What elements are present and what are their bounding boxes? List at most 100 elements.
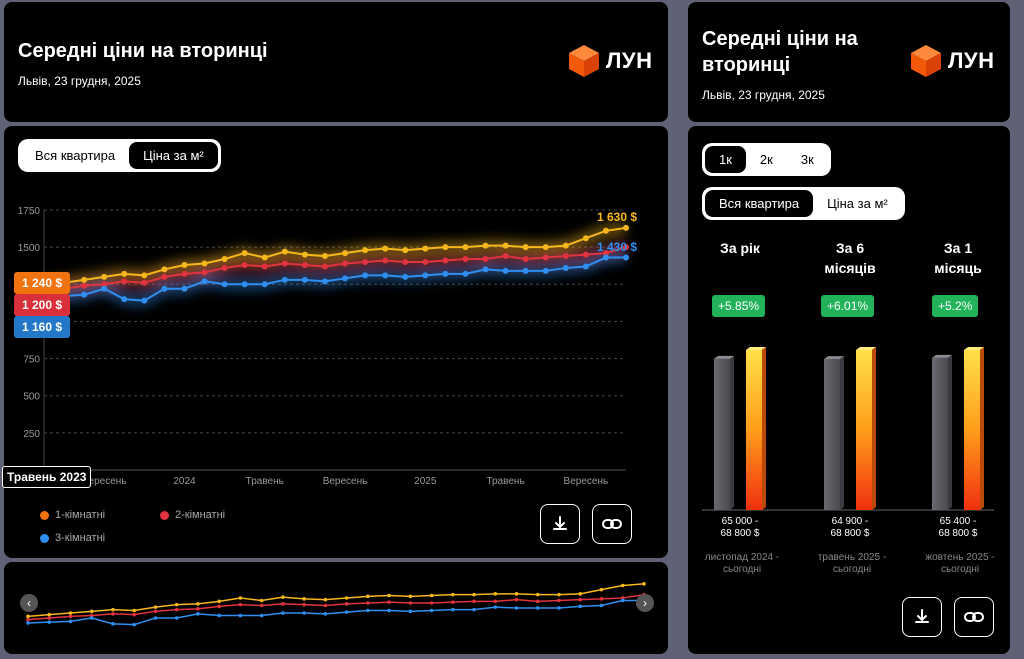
data-point[interactable] — [101, 273, 108, 280]
data-point[interactable] — [482, 242, 489, 249]
data-point[interactable] — [522, 244, 529, 251]
data-point[interactable] — [181, 261, 188, 268]
data-point[interactable] — [382, 272, 389, 279]
tab-price-per-m2[interactable]: Ціна за м² — [129, 142, 218, 169]
data-point[interactable] — [562, 253, 569, 260]
bar-before-side — [730, 355, 734, 510]
tab-price-per-m2[interactable]: Ціна за м² — [827, 196, 888, 211]
data-point[interactable] — [382, 245, 389, 252]
data-point[interactable] — [261, 281, 268, 288]
data-point[interactable] — [141, 279, 148, 286]
tab-whole-apartment[interactable]: Вся квартира — [35, 148, 116, 163]
data-point[interactable] — [221, 264, 228, 271]
data-point[interactable] — [321, 263, 328, 270]
data-point[interactable] — [121, 278, 128, 285]
data-point[interactable] — [141, 272, 148, 279]
data-point[interactable] — [201, 278, 208, 285]
data-point[interactable] — [281, 260, 288, 267]
tab-whole-apartment[interactable]: Вся квартира — [705, 190, 814, 217]
data-point[interactable] — [402, 273, 409, 280]
navigator-right-arrow[interactable]: › — [636, 594, 654, 612]
data-point[interactable] — [301, 276, 308, 283]
data-point[interactable] — [442, 257, 449, 264]
data-point[interactable] — [241, 281, 248, 288]
data-point[interactable] — [602, 227, 609, 234]
data-point[interactable] — [121, 296, 128, 303]
data-point[interactable] — [522, 267, 529, 274]
download-button[interactable] — [540, 504, 580, 544]
data-point[interactable] — [582, 251, 589, 258]
data-point[interactable] — [562, 242, 569, 249]
download-button[interactable] — [902, 597, 942, 637]
tab-3-room[interactable]: 3к — [800, 152, 814, 167]
data-point[interactable] — [121, 270, 128, 277]
data-point[interactable] — [422, 272, 429, 279]
data-point[interactable] — [623, 254, 629, 261]
data-point[interactable] — [362, 272, 369, 279]
data-point[interactable] — [482, 256, 489, 263]
data-point[interactable] — [321, 278, 328, 285]
data-point[interactable] — [442, 244, 449, 251]
data-point[interactable] — [261, 254, 268, 261]
data-point[interactable] — [181, 270, 188, 277]
data-point[interactable] — [342, 260, 349, 267]
data-point[interactable] — [241, 261, 248, 268]
data-point[interactable] — [602, 254, 609, 261]
copy-link-button[interactable] — [592, 504, 632, 544]
data-point[interactable] — [422, 245, 429, 252]
data-point[interactable] — [101, 281, 108, 288]
data-point[interactable] — [241, 250, 248, 257]
data-point[interactable] — [462, 256, 469, 263]
data-point[interactable] — [422, 259, 429, 265]
data-point[interactable] — [81, 282, 88, 289]
tab-2-room[interactable]: 2к — [759, 152, 773, 167]
data-point[interactable] — [482, 266, 489, 273]
data-point[interactable] — [382, 257, 389, 264]
tab-1-room[interactable]: 1к — [705, 146, 746, 173]
data-point[interactable] — [502, 267, 509, 274]
data-point[interactable] — [201, 260, 208, 267]
data-point[interactable] — [301, 251, 308, 258]
data-point[interactable] — [402, 247, 409, 254]
data-point[interactable] — [623, 244, 629, 251]
data-point[interactable] — [623, 224, 629, 231]
data-point[interactable] — [502, 242, 509, 249]
data-point[interactable] — [542, 254, 549, 261]
data-point[interactable] — [281, 248, 288, 255]
data-point[interactable] — [542, 267, 549, 274]
column-title-1-month: За 1 місяць — [918, 238, 998, 278]
data-point[interactable] — [342, 275, 349, 282]
data-point[interactable] — [281, 276, 288, 283]
copy-link-button[interactable] — [954, 597, 994, 637]
data-point[interactable] — [562, 264, 569, 271]
data-point[interactable] — [462, 270, 469, 277]
data-point[interactable] — [81, 291, 88, 298]
data-point[interactable] — [582, 263, 589, 270]
navigator-point — [472, 599, 476, 604]
data-point[interactable] — [81, 276, 88, 283]
data-point[interactable] — [362, 247, 369, 254]
data-point[interactable] — [602, 250, 609, 257]
data-point[interactable] — [221, 256, 228, 263]
data-point[interactable] — [522, 256, 529, 263]
data-point[interactable] — [201, 269, 208, 276]
data-point[interactable] — [161, 266, 168, 273]
data-point[interactable] — [161, 273, 168, 280]
data-point[interactable] — [542, 244, 549, 251]
data-point[interactable] — [402, 259, 409, 265]
data-point[interactable] — [582, 235, 589, 242]
data-point[interactable] — [342, 250, 349, 257]
data-point[interactable] — [141, 297, 148, 304]
data-point[interactable] — [502, 253, 509, 260]
data-point[interactable] — [362, 259, 369, 265]
data-point[interactable] — [301, 261, 308, 268]
data-point[interactable] — [101, 285, 108, 292]
data-point[interactable] — [221, 281, 228, 288]
data-point[interactable] — [261, 263, 268, 270]
data-point[interactable] — [462, 244, 469, 251]
data-point[interactable] — [181, 285, 188, 292]
data-point[interactable] — [321, 253, 328, 260]
data-point[interactable] — [442, 270, 449, 277]
navigator-left-arrow[interactable]: ‹ — [20, 594, 38, 612]
data-point[interactable] — [161, 285, 168, 292]
